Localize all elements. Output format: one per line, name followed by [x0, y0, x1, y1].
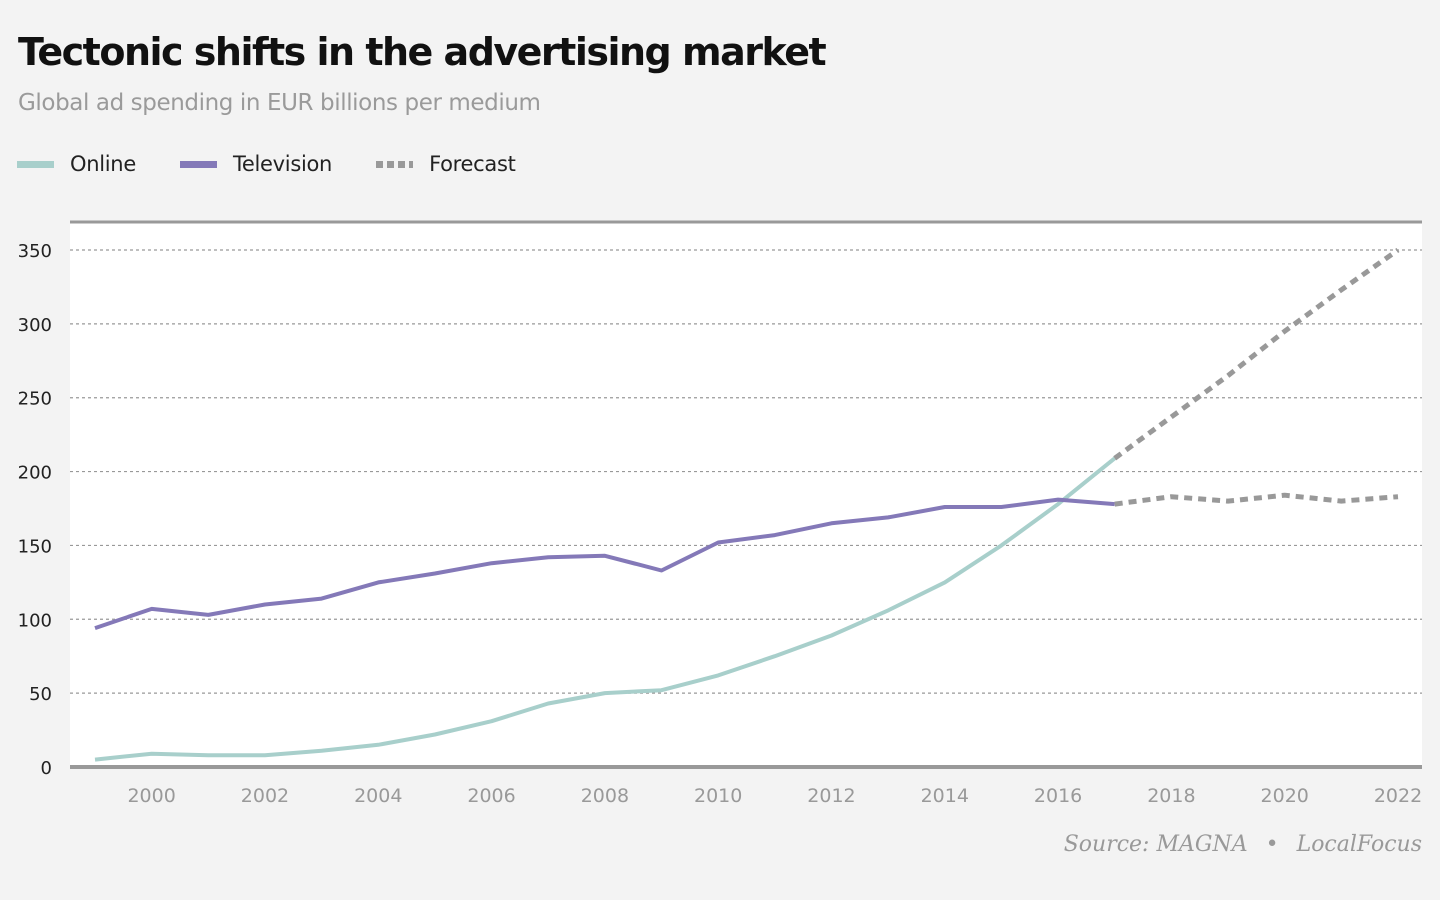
series-line-online [94, 456, 1116, 762]
series-line-television [94, 497, 1115, 630]
x-tick-label: 2020 [1261, 785, 1309, 807]
legend-label-forecast: Forecast [429, 152, 516, 176]
legend-swatch-forecast [376, 160, 414, 168]
chart-title: Tectonic shifts in the advertising marke… [18, 30, 827, 74]
y-tick-label: 150 [18, 536, 52, 557]
legend-swatch-television [179, 160, 217, 168]
source-text: Source: MAGNA [1063, 832, 1248, 857]
plot-area [70, 222, 1422, 767]
legend-item-television: Television [179, 152, 333, 176]
legend-label-online: Online [70, 152, 136, 176]
x-tick-label: 2002 [241, 785, 289, 807]
chart-subtitle: Global ad spending in EUR billions per m… [18, 90, 541, 116]
y-tick-label: 200 [18, 463, 52, 484]
x-axis-ticks: 2000 2002 2004 2006 2008 2010 2012 2014 2016 2018… [127, 785, 1422, 807]
legend-swatch-online [17, 160, 54, 168]
x-tick-label: 2012 [807, 785, 855, 807]
y-tick-label: 0 [41, 758, 52, 779]
source-note: Source: MAGNA • LocalFocus [1064, 832, 1422, 857]
series-line-television-forecast [1114, 492, 1399, 507]
legend-item-online: Online [17, 152, 136, 176]
x-tick-label: 2006 [467, 785, 515, 807]
x-tick-label: 2018 [1147, 785, 1195, 807]
x-tick-label: 2004 [354, 785, 402, 807]
plot-background [70, 222, 1422, 767]
legend-label-television: Television [232, 152, 333, 176]
legend-item-forecast: Forecast [376, 152, 516, 176]
y-tick-label: 300 [18, 315, 52, 336]
x-tick-label: 2016 [1034, 785, 1082, 807]
series-lines [94, 247, 1400, 762]
x-tick-label: 2014 [921, 785, 969, 807]
x-tick-label: 2000 [127, 785, 175, 807]
x-tick-label: 2010 [694, 785, 742, 807]
y-tick-label: 350 [18, 241, 52, 262]
x-tick-label: 2008 [581, 785, 629, 807]
y-tick-label: 100 [18, 610, 52, 631]
legend: Online Television Forecast [17, 152, 560, 176]
y-tick-label: 50 [29, 684, 52, 705]
source-credit: LocalFocus [1296, 832, 1422, 857]
x-tick-label: 2022 [1374, 785, 1422, 807]
series-line-online-forecast [1113, 247, 1400, 461]
source-separator: • [1265, 832, 1279, 857]
y-tick-label: 250 [18, 389, 52, 410]
y-axis-ticks: 0 50 100 150 200 250 300 350 [18, 241, 52, 779]
axes [70, 220, 1422, 769]
